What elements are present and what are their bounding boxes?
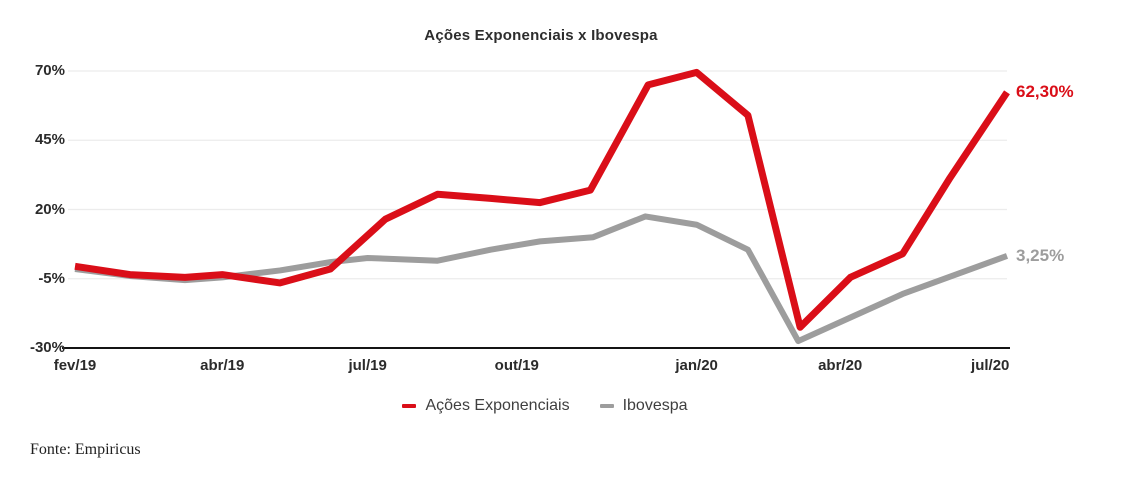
- legend: Ações Exponenciais Ibovespa: [0, 393, 1090, 419]
- series-end-label-acoes-exponenciais: 62,30%: [1016, 82, 1074, 102]
- x-tick-label: abr/20: [818, 357, 863, 374]
- chart-title: Ações Exponenciais x Ibovespa: [424, 27, 658, 44]
- legend-label-acoes-exponenciais: Ações Exponenciais: [425, 397, 570, 414]
- y-tick-label: 20%: [34, 200, 65, 218]
- legend-marker-acoes-exponenciais: [402, 404, 417, 408]
- legend-marker-ibovespa: [599, 404, 614, 408]
- source-note: Fonte: Empiricus: [30, 441, 141, 458]
- legend-label-ibovespa: Ibovespa: [622, 397, 688, 414]
- x-tick-label: jul/20: [971, 357, 1010, 374]
- x-tick-label: jan/20: [675, 357, 718, 374]
- series-line-a-es-exponenciais: [74, 68, 1010, 331]
- x-tick-label: abr/19: [200, 357, 245, 374]
- series-end-label-ibovespa: 3,25%: [1016, 245, 1065, 265]
- x-tick-label: fev/19: [53, 357, 97, 374]
- x-tick-label: jul/19: [348, 357, 387, 374]
- y-tick-label: -30%: [29, 339, 65, 356]
- y-tick-label: 45%: [34, 131, 65, 149]
- legend-item-acoes-exponenciais: Ações Exponenciais: [402, 396, 570, 416]
- x-tick-label: out/19: [494, 357, 539, 374]
- y-tick-label: 70%: [34, 62, 65, 79]
- y-tick-label: -5%: [38, 269, 65, 287]
- legend-item-ibovespa: Ibovespa: [599, 396, 688, 416]
